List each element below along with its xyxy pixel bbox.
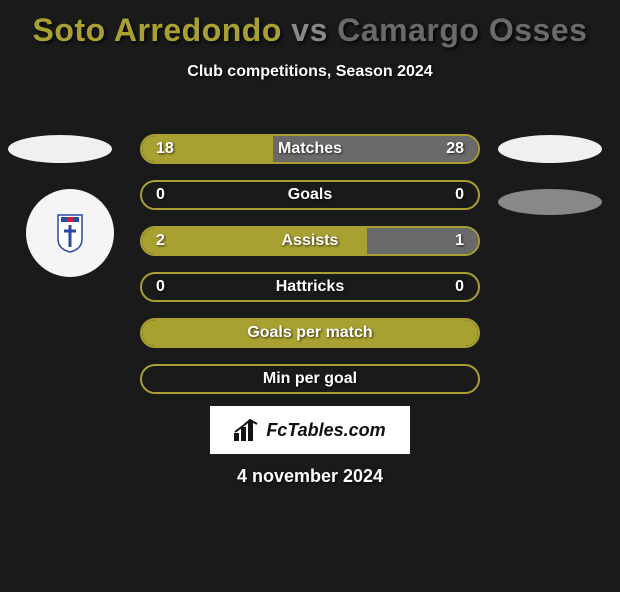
- bar-label: Goals: [142, 182, 478, 208]
- player1-name: Soto Arredondo: [33, 12, 282, 48]
- player1-ellipse-badge: [8, 135, 112, 163]
- fctables-text: FcTables.com: [266, 420, 385, 441]
- stat-bar-row: 1828Matches: [140, 134, 480, 164]
- vs-text: vs: [282, 12, 337, 48]
- bar-label: Min per goal: [142, 366, 478, 392]
- stat-bar-row: Goals per match: [140, 318, 480, 348]
- fctables-watermark: FcTables.com: [210, 406, 410, 454]
- stat-bar-row: 00Goals: [140, 180, 480, 210]
- player2-name: Camargo Osses: [337, 12, 587, 48]
- subtitle: Club competitions, Season 2024: [0, 63, 620, 81]
- comparison-title: Soto Arredondo vs Camargo Osses: [0, 12, 620, 49]
- stat-bars: 1828Matches 00Goals 21Assists 00Hattricks Go…: [140, 134, 480, 410]
- date-text: 4 november 2024: [0, 466, 620, 487]
- player2-ellipse-badge-1: [498, 135, 602, 163]
- fctables-logo-icon: [234, 419, 260, 441]
- stat-bar-row: Min per goal: [140, 364, 480, 394]
- bar-label: Matches: [142, 136, 478, 162]
- bar-label: Goals per match: [142, 320, 478, 346]
- bar-label: Assists: [142, 228, 478, 254]
- player1-club-badge: [26, 189, 114, 277]
- club-shield-icon: [56, 213, 84, 253]
- stat-bar-row: 21Assists: [140, 226, 480, 256]
- player2-ellipse-badge-2: [498, 189, 602, 215]
- stat-bar-row: 00Hattricks: [140, 272, 480, 302]
- bar-label: Hattricks: [142, 274, 478, 300]
